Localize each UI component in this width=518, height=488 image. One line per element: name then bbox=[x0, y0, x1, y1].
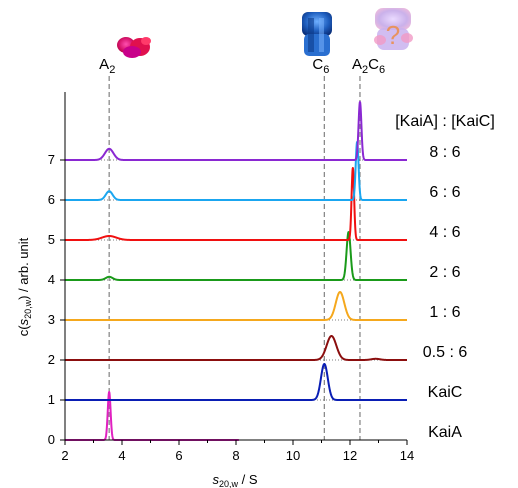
ratio-label-6: 6 : 6 bbox=[429, 184, 460, 201]
y-tick-label: 2 bbox=[48, 352, 55, 367]
x-axis-label: s20,w / S bbox=[212, 472, 257, 488]
y-tick-label: 6 bbox=[48, 192, 55, 207]
ratio-label-3: 1 : 6 bbox=[429, 304, 460, 321]
x-tick-label: 8 bbox=[232, 448, 239, 463]
ratio-label-4: 2 : 6 bbox=[429, 264, 460, 281]
x-tick-label: 14 bbox=[400, 448, 414, 463]
ratio-label-0: KaiA bbox=[428, 424, 462, 441]
series-line-4 bbox=[64, 231, 408, 281]
x-tick-label: 6 bbox=[175, 448, 182, 463]
y-tick-label: 4 bbox=[48, 272, 55, 287]
ref-label-c6: C6 bbox=[312, 56, 329, 76]
series-line-7 bbox=[64, 101, 408, 161]
series-line-6 bbox=[64, 141, 408, 201]
y-tick-label: 3 bbox=[48, 312, 55, 327]
y-tick-label: 0 bbox=[48, 432, 55, 447]
series-line-5 bbox=[64, 167, 408, 241]
x-tick-label: 4 bbox=[118, 448, 125, 463]
ref-label-a2: A2 bbox=[99, 56, 115, 76]
y-axis-label: c(s20,w) / arb. unit bbox=[16, 237, 33, 336]
ratio-label-7: 8 : 6 bbox=[429, 144, 460, 161]
y-tick-label: 1 bbox=[48, 392, 55, 407]
ratio-label-1: KaiC bbox=[428, 384, 463, 401]
y-tick-label: 7 bbox=[48, 152, 55, 167]
y-tick-label: 5 bbox=[48, 232, 55, 247]
unknown-complex-structure-icon: ? bbox=[374, 8, 413, 50]
ref-label-a2c6: A2C6 bbox=[352, 56, 385, 76]
series-line-3 bbox=[64, 291, 408, 321]
kaic-hexamer-structure-icon bbox=[302, 12, 332, 56]
legend-header: [KaiA] : [KaiC] bbox=[395, 113, 495, 130]
question-mark: ? bbox=[386, 20, 400, 50]
x-tick-label: 12 bbox=[343, 448, 357, 463]
x-tick-label: 10 bbox=[286, 448, 300, 463]
x-tick-label: 2 bbox=[61, 448, 68, 463]
series-line-1 bbox=[64, 363, 408, 401]
ratio-label-5: 4 : 6 bbox=[429, 224, 460, 241]
series-line-2 bbox=[64, 335, 408, 361]
kaia-dimer-structure-icon bbox=[117, 37, 151, 58]
ratio-label-2: 0.5 : 6 bbox=[423, 344, 468, 361]
